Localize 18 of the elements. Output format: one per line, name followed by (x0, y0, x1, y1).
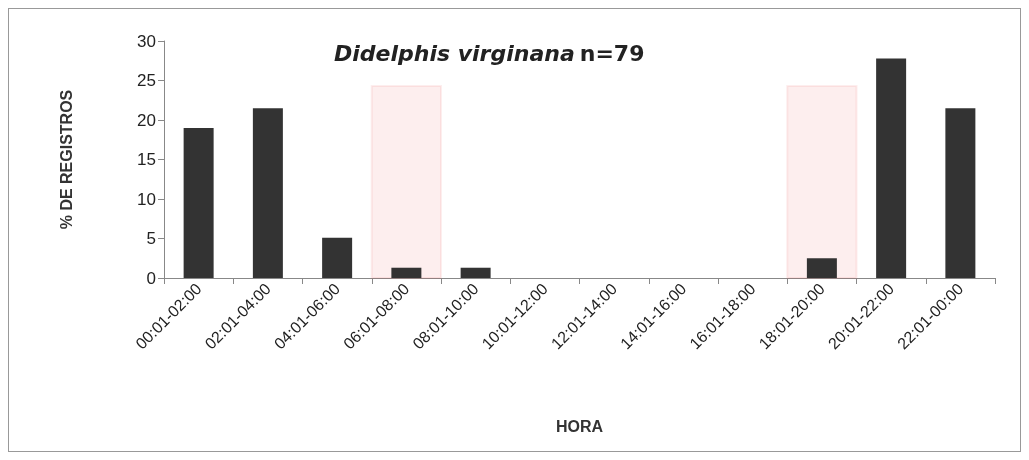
bar (322, 237, 353, 278)
y-tick-label: 20 (137, 110, 156, 130)
y-axis-title: % DE REGISTROS (57, 89, 75, 230)
y-tick-label: 5 (146, 229, 156, 248)
bar (806, 258, 837, 278)
x-axis-title: HORA (555, 417, 604, 435)
chart-title: Didelphis virginana n=79 (334, 40, 645, 66)
bar (183, 127, 214, 278)
y-tick-label: 10 (137, 189, 156, 209)
bar (391, 267, 422, 278)
y-tick-label: 30 (137, 31, 156, 51)
y-tick-label: 0 (146, 268, 156, 288)
bar (945, 108, 976, 278)
bar (252, 108, 283, 278)
bar (460, 267, 491, 278)
bar (876, 58, 907, 278)
y-tick-label: 15 (137, 150, 156, 169)
y-tick-label: 25 (137, 71, 156, 90)
